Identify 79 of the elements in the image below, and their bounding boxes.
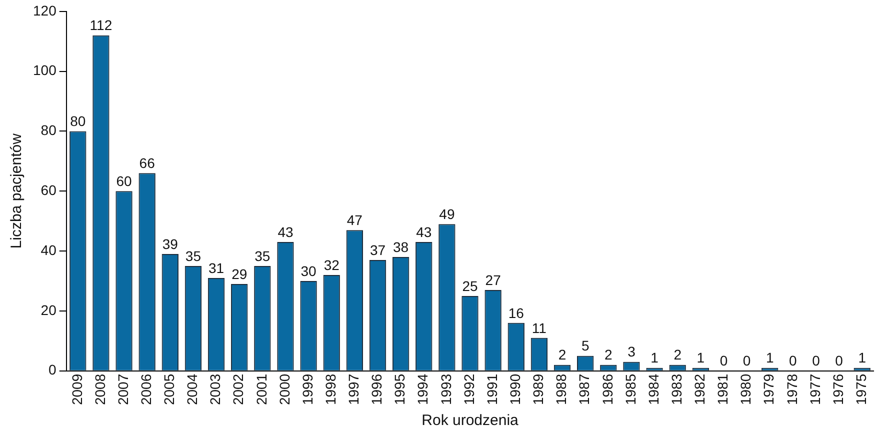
x-tick-label: 1991 <box>484 374 500 406</box>
data-label: 0 <box>789 352 798 369</box>
x-tick-label: 1985 <box>622 374 638 406</box>
data-label: 11 <box>532 320 547 336</box>
data-label: 47 <box>346 212 363 228</box>
y-tick-label: 120 <box>33 2 57 18</box>
data-label: 5 <box>581 338 590 354</box>
data-label: 49 <box>439 206 455 222</box>
x-tick-label: 1998 <box>322 374 338 406</box>
data-label: 1 <box>766 350 774 366</box>
x-tick-label: 2009 <box>68 374 85 406</box>
x-tick-label: 1993 <box>438 374 454 406</box>
data-label: 2 <box>674 346 682 363</box>
y-tick-label: 100 <box>33 62 57 78</box>
data-label: 66 <box>139 155 156 172</box>
data-label: 29 <box>232 266 248 282</box>
x-axis-title: Rok urodzenia <box>422 412 520 430</box>
x-tick-label: 2004 <box>184 374 200 406</box>
x-tick-label: 1975 <box>852 374 869 406</box>
x-tick-label: 1992 <box>460 374 477 406</box>
data-label: 112 <box>90 17 112 34</box>
data-label: 30 <box>300 262 317 279</box>
x-tick-label: 1994 <box>414 374 431 406</box>
data-label: 25 <box>462 278 478 294</box>
x-tick-label: 1982 <box>692 374 708 406</box>
x-tick-label: 2008 <box>92 374 108 406</box>
data-label: 0 <box>835 352 844 369</box>
data-label: 0 <box>812 352 820 369</box>
data-label: 27 <box>485 272 502 288</box>
y-tick-label: 20 <box>40 302 57 318</box>
data-label: 0 <box>720 352 728 369</box>
x-tick-label: 1999 <box>299 374 316 406</box>
data-label: 1 <box>650 350 659 366</box>
data-label: 31 <box>208 260 224 276</box>
data-label: 43 <box>416 224 432 240</box>
x-tick-label: 1979 <box>760 374 777 406</box>
x-tick-label: 1981 <box>714 374 731 406</box>
x-tick-label: 1977 <box>806 374 823 406</box>
data-label: 0 <box>742 352 751 369</box>
data-label: 80 <box>70 113 86 130</box>
data-label: 37 <box>370 242 386 258</box>
x-tick-label: 1980 <box>738 374 754 406</box>
x-tick-label: 1983 <box>668 374 684 406</box>
x-tick-label: 1978 <box>784 374 800 406</box>
x-tick-label: 1995 <box>392 374 408 406</box>
x-tick-label: 2001 <box>253 374 270 406</box>
y-tick-label: 80 <box>40 122 57 138</box>
x-tick-label: 1989 <box>530 374 546 406</box>
data-label: 60 <box>116 172 132 189</box>
x-tick-label: 1987 <box>576 374 592 406</box>
y-tick-label: 60 <box>40 182 57 198</box>
data-label: 1 <box>696 350 705 366</box>
data-label: 35 <box>254 248 270 264</box>
x-tick-label: 1990 <box>506 374 523 406</box>
x-tick-label: 2005 <box>161 374 178 406</box>
data-label: 1 <box>858 350 866 366</box>
y-axis-title: Liczba pacjentów <box>8 133 26 249</box>
x-tick-label: 2007 <box>114 374 131 406</box>
x-tick-label: 2002 <box>230 374 246 406</box>
x-tick-label: 2000 <box>276 374 292 406</box>
data-label: 2 <box>558 346 566 363</box>
x-tick-label: 1996 <box>368 374 385 406</box>
data-label: 16 <box>508 304 524 321</box>
data-label: 3 <box>628 344 636 360</box>
x-tick-label: 1984 <box>645 374 662 406</box>
x-tick-label: 2003 <box>207 374 224 406</box>
data-label: 2 <box>604 346 612 363</box>
data-label: 43 <box>278 224 294 240</box>
x-tick-label: 2006 <box>138 374 154 406</box>
data-label: 38 <box>393 238 409 255</box>
x-tick-label: 1988 <box>553 374 570 406</box>
y-tick-label: 0 <box>48 362 57 378</box>
x-tick-label: 1976 <box>830 374 846 406</box>
data-label: 35 <box>185 248 202 264</box>
y-tick-label: 40 <box>40 242 57 258</box>
x-tick-label: 1986 <box>599 374 616 406</box>
x-tick-label: 1997 <box>346 374 362 406</box>
data-label: 32 <box>324 256 340 273</box>
data-label: 39 <box>162 236 178 252</box>
